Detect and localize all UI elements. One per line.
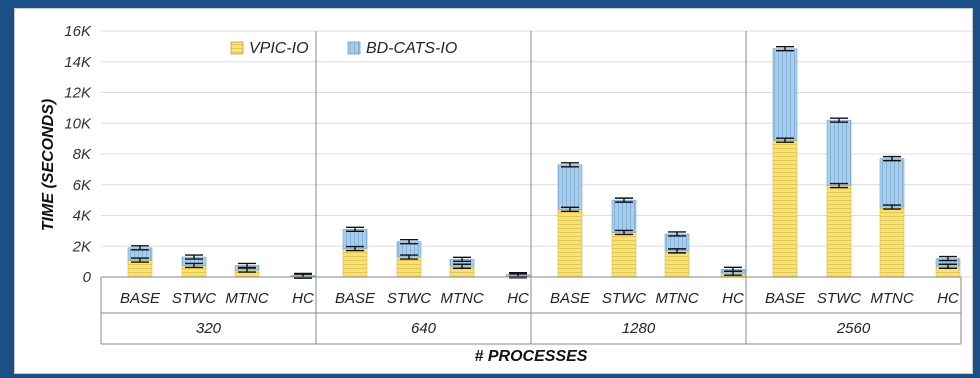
x-axis-label: # PROCESSES: [475, 348, 588, 365]
y-tick-label: 16K: [64, 23, 92, 40]
bar-bd-cats-io: [342, 229, 368, 249]
error-bar-vpic-io: [615, 229, 633, 236]
y-axis-ticks: 0 2K 4K 6K 8K 10K 12K 14K 16K: [64, 23, 92, 286]
x-category-label: BASE: [120, 290, 161, 307]
error-bar-vpic-io: [131, 257, 149, 263]
error-bar-total: [939, 255, 957, 262]
error-bar-vpic-io: [883, 204, 901, 210]
x-group-label: 320: [196, 320, 222, 337]
bar-vpic-io: [664, 250, 690, 278]
chart-frame: 0 2K 4K 6K 8K 10K 12K 14K 16K BASE STWC MTNC HC 320 B…: [14, 8, 973, 374]
bar-vpic-io: [557, 209, 583, 278]
bar-vpic-io: [772, 139, 798, 278]
error-bar-total: [346, 226, 364, 233]
y-tick-label: 8K: [73, 146, 92, 163]
x-category-label: MTNC: [655, 290, 698, 307]
legend-swatch-bd-cats-io: [347, 41, 361, 55]
bar-bd-cats-io: [772, 48, 798, 141]
error-bar-vpic-io: [939, 263, 957, 269]
bar-vpic-io: [396, 256, 422, 278]
x-category-label: STWC: [172, 290, 216, 307]
error-bar-total: [615, 197, 633, 203]
bar-vpic-io: [879, 206, 905, 278]
x-group-label: 2560: [836, 320, 871, 337]
error-bar-total: [238, 262, 256, 269]
x-category-label: BASE: [335, 290, 376, 307]
x-group-label: 1280: [622, 320, 656, 337]
error-bar-vpic-io: [185, 262, 203, 269]
x-group-label: 640: [411, 320, 437, 337]
group-separators: [315, 31, 747, 277]
x-category-label: HC: [722, 290, 744, 307]
y-tick-label: 4K: [73, 208, 92, 225]
legend-label-vpic-io: VPIC-IO: [249, 40, 309, 57]
error-bar-total: [668, 231, 686, 237]
x-category-label: STWC: [817, 290, 861, 307]
x-category-label: BASE: [765, 290, 806, 307]
error-bars: [131, 45, 957, 279]
error-bar-vpic-io: [561, 206, 579, 213]
x-category-label: HC: [292, 290, 314, 307]
error-bar-total: [185, 254, 203, 260]
y-tick-label: 2K: [72, 238, 92, 255]
error-bar-total: [561, 162, 579, 168]
x-category-label: MTNC: [440, 290, 483, 307]
error-bar-total: [883, 155, 901, 162]
error-bar-vpic-io: [830, 182, 848, 189]
x-category-label: MTNC: [225, 290, 268, 307]
x-category-label: HC: [937, 290, 959, 307]
y-tick-label: 6K: [73, 177, 92, 194]
error-bar-total: [776, 45, 794, 52]
error-bar-total: [830, 117, 848, 123]
x-category-label: BASE: [550, 290, 591, 307]
bar-vpic-io: [826, 185, 852, 278]
y-tick-label: 0: [83, 269, 92, 286]
x-category-label: STWC: [387, 290, 431, 307]
bar-bd-cats-io: [879, 158, 905, 208]
bar-vpic-io: [611, 232, 637, 278]
bars: [127, 48, 961, 278]
legend-swatch-vpic-io: [230, 41, 244, 55]
error-bar-vpic-io: [346, 245, 364, 252]
error-bar-vpic-io: [400, 254, 418, 260]
gridlines: [101, 30, 972, 278]
bar-bd-cats-io: [826, 119, 852, 186]
error-bar-total: [131, 245, 149, 251]
y-tick-label: 10K: [64, 115, 92, 132]
error-bar-total: [400, 238, 418, 245]
error-bar-total: [724, 266, 742, 273]
y-tick-label: 12K: [64, 85, 92, 102]
bar-bd-cats-io: [611, 199, 637, 233]
legend-label-bd-cats-io: BD-CATS-IO: [366, 40, 457, 57]
error-bar-vpic-io: [668, 248, 686, 254]
x-category-label: MTNC: [870, 290, 913, 307]
error-bar-total: [453, 256, 471, 263]
y-tick-label: 14K: [64, 54, 92, 71]
bar-bd-cats-io: [557, 164, 583, 210]
error-bar-vpic-io: [453, 263, 471, 269]
bar-vpic-io: [342, 248, 368, 278]
y-axis-label: TIME (SECONDS): [40, 99, 57, 231]
x-axis-table: BASE STWC MTNC HC 320 BASE STWC MTNC HC 640 BASE ST…: [100, 276, 962, 345]
x-category-label: HC: [507, 290, 529, 307]
x-category-label: STWC: [602, 290, 646, 307]
legend: VPIC-IO BD-CATS-IO: [230, 40, 457, 57]
error-bar-vpic-io: [776, 137, 794, 143]
